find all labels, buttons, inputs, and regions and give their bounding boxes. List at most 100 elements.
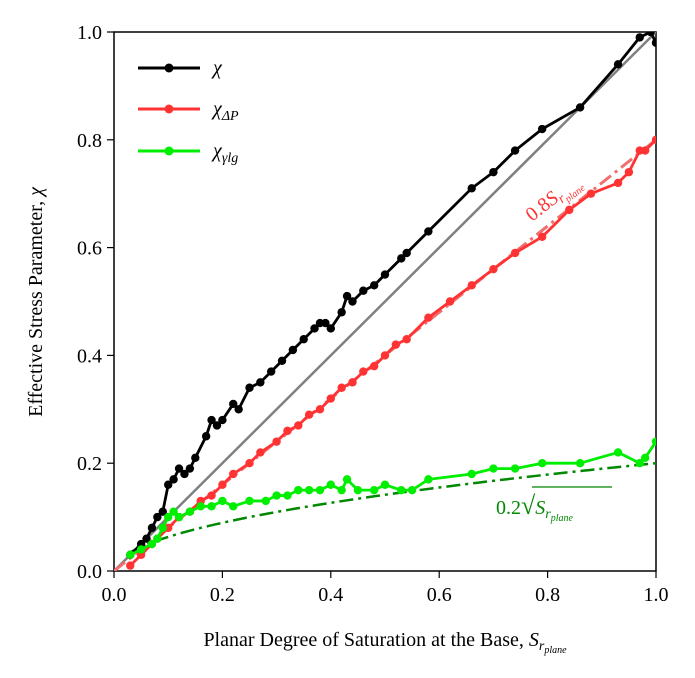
data-point-chi xyxy=(310,324,319,333)
data-point-chi-dp xyxy=(445,297,455,306)
data-point-chi xyxy=(359,286,368,295)
data-point-chi-lg xyxy=(467,469,476,479)
data-point-chi-lg xyxy=(337,485,346,495)
y-tick-label: 0.8 xyxy=(77,130,102,152)
data-point-chi xyxy=(613,60,623,69)
x-axis: 0.0 0.2 0.4 0.6 0.8 1.0 xyxy=(102,571,669,606)
data-point-chi xyxy=(256,378,265,387)
y-tick-label: 1.0 xyxy=(77,22,102,44)
x-tick-label: 0.2 xyxy=(210,584,235,606)
data-point-chi xyxy=(321,318,330,328)
data-point-chi-dp xyxy=(467,281,476,290)
data-point-chi-dp xyxy=(391,340,401,349)
series-chi-lg xyxy=(126,437,656,560)
data-point-chi xyxy=(651,38,656,47)
data-point-chi-lg xyxy=(640,453,650,463)
y-tick-label: 0.4 xyxy=(77,345,102,367)
data-point-chi xyxy=(229,399,238,409)
data-point-chi-lg xyxy=(164,512,173,522)
data-point-chi xyxy=(218,415,227,425)
legend: χ χΔP χγlg xyxy=(138,57,239,166)
data-point-chi-lg xyxy=(185,507,195,516)
data-point-chi-dp xyxy=(326,394,335,403)
data-point-chi-dp xyxy=(256,448,265,457)
data-point-chi xyxy=(510,146,520,155)
data-point-chi xyxy=(424,227,433,236)
data-point-chi-lg xyxy=(153,534,162,543)
data-point-chi-dp xyxy=(283,426,292,436)
data-point-chi-lg xyxy=(126,550,135,560)
data-point-chi-lg xyxy=(342,475,352,484)
data-point-chi-lg xyxy=(229,502,238,511)
x-tick-label: 0.6 xyxy=(427,584,452,606)
data-point-chi xyxy=(174,464,184,473)
x-tick-label: 1.0 xyxy=(644,584,669,606)
data-point-chi-lg xyxy=(196,502,205,511)
data-point-chi xyxy=(575,103,585,112)
legend-label-chi-lg: χγlg xyxy=(211,140,238,166)
legend-marker-chi-lg xyxy=(164,146,174,156)
data-point-chi-dp xyxy=(369,361,379,371)
data-point-chi-dp xyxy=(337,383,346,392)
data-point-chi-dp xyxy=(380,351,390,360)
legend-marker-chi-dp xyxy=(164,104,174,114)
data-point-chi-dp xyxy=(294,421,303,430)
data-point-chi-lg xyxy=(613,448,623,457)
data-point-chi-lg xyxy=(158,523,167,533)
one-to-one-line xyxy=(114,32,656,571)
y-tick-label: 0.2 xyxy=(77,453,102,475)
data-point-chi-dp xyxy=(402,335,411,344)
data-point-chi-lg xyxy=(407,485,417,495)
data-point-chi-lg xyxy=(283,491,292,500)
data-point-chi-lg xyxy=(380,480,390,489)
data-point-chi xyxy=(207,415,216,425)
data-point-chi xyxy=(169,475,178,484)
data-point-chi xyxy=(402,248,411,258)
data-point-chi-lg xyxy=(218,496,227,506)
data-point-chi xyxy=(277,356,287,365)
data-point-chi xyxy=(245,383,254,392)
x-tick-label: 0.8 xyxy=(535,584,560,606)
data-point-chi-lg xyxy=(326,480,335,489)
data-point-chi-lg xyxy=(136,545,146,554)
data-point-chi-dp xyxy=(229,469,238,479)
data-point-chi-lg xyxy=(353,485,363,495)
annotation-sqrt-fit: 0.2√Srplane xyxy=(496,491,574,524)
y-axis-title: Effective Stress Parameter, χ xyxy=(25,186,47,417)
data-point-chi xyxy=(142,534,151,543)
legend-label-chi-dp: χΔP xyxy=(211,98,239,124)
data-point-chi xyxy=(380,270,390,279)
data-point-chi xyxy=(191,453,200,463)
data-point-chi-dp xyxy=(218,480,227,489)
data-point-chi-dp xyxy=(272,437,281,446)
data-point-chi-dp xyxy=(126,561,135,570)
legend-marker-chi xyxy=(164,63,174,73)
data-point-chi xyxy=(369,281,379,290)
x-axis-title: Planar Degree of Saturation at the Base,… xyxy=(203,629,567,656)
data-point-chi xyxy=(337,308,346,317)
data-point-chi-dp xyxy=(359,367,368,376)
data-point-chi xyxy=(467,184,476,193)
data-point-chi-lg xyxy=(510,464,520,473)
data-point-chi xyxy=(537,124,547,134)
data-point-chi-dp xyxy=(613,178,623,188)
data-point-chi-lg xyxy=(397,485,406,495)
data-point-chi-lg xyxy=(369,485,379,495)
data-point-chi-dp xyxy=(315,405,325,414)
data-point-chi-dp xyxy=(348,378,357,387)
data-point-chi-lg xyxy=(169,507,178,516)
data-point-chi-lg xyxy=(635,459,644,468)
data-point-chi-dp xyxy=(651,135,656,144)
data-point-chi xyxy=(147,523,157,533)
data-point-chi xyxy=(212,421,222,430)
data-point-chi-lg xyxy=(315,485,325,495)
data-point-chi xyxy=(646,32,655,37)
data-point-chi xyxy=(326,324,335,333)
data-point-chi-dp xyxy=(207,491,216,500)
data-point-chi-lg xyxy=(537,459,547,468)
data-point-chi xyxy=(397,254,406,263)
data-point-chi xyxy=(266,367,276,376)
y-tick-label: 0.6 xyxy=(77,238,102,260)
data-point-chi-dp xyxy=(245,459,254,468)
